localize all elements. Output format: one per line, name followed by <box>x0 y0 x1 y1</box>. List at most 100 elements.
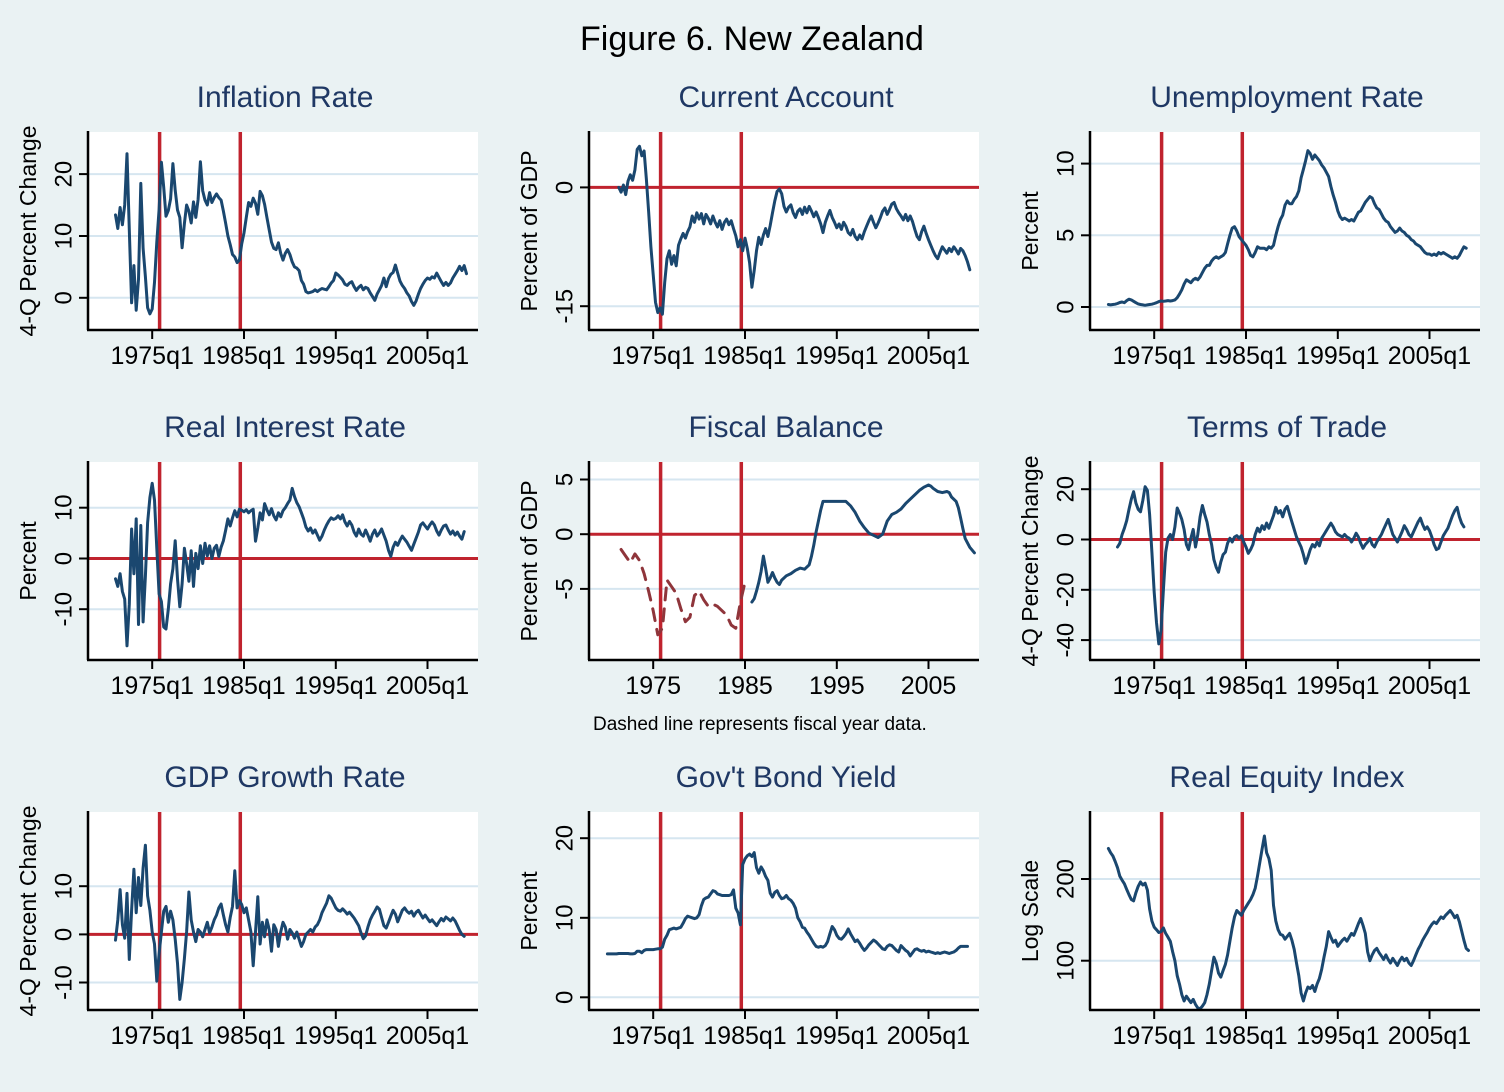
svg-text:0: 0 <box>51 291 78 304</box>
chart-grid: Inflation Rate 0 10 20 1975q1 1985q1 1995q1 20… <box>0 80 1504 1066</box>
svg-text:1995q1: 1995q1 <box>294 342 377 370</box>
svg-text:-15: -15 <box>552 289 579 324</box>
svg-text:1985q1: 1985q1 <box>202 672 285 700</box>
real-interest-rate-plot: -10 0 10 1975q1 1985q1 1995q1 2005q1 Percent <box>15 461 478 700</box>
chart-title: Current Account <box>678 81 894 114</box>
govt-bond-yield-plot: 0 10 20 1975q1 1985q1 1995q1 2005q1 Percent <box>516 811 979 1050</box>
svg-text:2005q1: 2005q1 <box>1388 1022 1471 1050</box>
svg-text:0: 0 <box>552 991 579 1004</box>
terms-of-trade-plot: -40 -20 0 20 1975q1 1985q1 1995q1 2005q1 4-Q Per… <box>1017 456 1480 700</box>
fiscal-balance-note: Dashed line represents fiscal year data. <box>593 714 927 735</box>
svg-text:4-Q Percent Change: 4-Q Percent Change <box>15 806 41 1017</box>
svg-text:100: 100 <box>1053 941 1080 981</box>
svg-text:2005q1: 2005q1 <box>887 1022 970 1050</box>
svg-text:-40: -40 <box>1053 623 1080 658</box>
svg-text:1975q1: 1975q1 <box>110 342 193 370</box>
chart-cell-fiscal-balance: Fiscal Balance -5 0 5 1975 1985 1995 2005 Perce… <box>501 410 1002 736</box>
svg-text:1975q1: 1975q1 <box>1112 342 1195 370</box>
svg-text:2005q1: 2005q1 <box>386 342 469 370</box>
unemployment-rate-plot: 0 5 10 1975q1 1985q1 1995q1 2005q1 Percent <box>1017 131 1480 370</box>
svg-text:1995q1: 1995q1 <box>294 672 377 700</box>
svg-text:0: 0 <box>51 552 78 565</box>
chart-title: Gov't Bond Yield <box>675 761 897 794</box>
svg-text:2005: 2005 <box>901 672 957 700</box>
svg-text:200: 200 <box>1053 859 1080 899</box>
fiscal-balance-plot: -5 0 5 1975 1985 1995 2005 Percent of GDP <box>516 461 979 700</box>
chart-cell-current-account: Current Account -15 0 1975q1 1985q1 1995q1 20… <box>501 80 1002 386</box>
svg-text:1975q1: 1975q1 <box>611 1022 694 1050</box>
svg-text:-10: -10 <box>51 965 78 1000</box>
svg-text:Percent: Percent <box>516 871 542 951</box>
svg-text:1995: 1995 <box>809 672 865 700</box>
svg-text:1975q1: 1975q1 <box>1112 672 1195 700</box>
svg-text:1985: 1985 <box>717 672 773 700</box>
svg-text:-10: -10 <box>51 592 78 627</box>
svg-text:4-Q Percent Change: 4-Q Percent Change <box>1017 456 1043 667</box>
svg-text:1995q1: 1995q1 <box>795 342 878 370</box>
inflation-rate-plot: 0 10 20 1975q1 1985q1 1995q1 2005q1 4-Q Percent… <box>15 126 478 370</box>
svg-text:20: 20 <box>552 825 579 852</box>
chart-title: GDP Growth Rate <box>164 761 406 794</box>
chart-cell-terms-of-trade: Terms of Trade -40 -20 0 20 1975q1 1985q1 1995… <box>1002 410 1503 736</box>
svg-text:1995q1: 1995q1 <box>1296 342 1379 370</box>
chart-cell-gdp-growth-rate: GDP Growth Rate -10 0 10 1975q1 1985q1 1995q1… <box>0 760 501 1066</box>
svg-text:1995q1: 1995q1 <box>1296 1022 1379 1050</box>
svg-text:1975q1: 1975q1 <box>110 1022 193 1050</box>
svg-text:1995q1: 1995q1 <box>1296 672 1379 700</box>
chart-title: Terms of Trade <box>1186 411 1388 444</box>
svg-text:2005q1: 2005q1 <box>1388 672 1471 700</box>
svg-text:Percent: Percent <box>15 521 41 601</box>
svg-text:-5: -5 <box>552 578 579 599</box>
svg-text:1985q1: 1985q1 <box>1204 1022 1287 1050</box>
chart-cell-real-equity-index: Real Equity Index 100 200 1975q1 1985q1 1995… <box>1002 760 1503 1066</box>
svg-text:1995q1: 1995q1 <box>795 1022 878 1050</box>
svg-text:Log Scale: Log Scale <box>1017 860 1043 962</box>
chart-title: Real Equity Index <box>1169 761 1405 794</box>
svg-text:10: 10 <box>1053 150 1080 177</box>
svg-text:10: 10 <box>51 873 78 900</box>
svg-text:4-Q Percent Change: 4-Q Percent Change <box>15 126 41 337</box>
svg-text:1975q1: 1975q1 <box>1112 1022 1195 1050</box>
real-equity-index-plot: 100 200 1975q1 1985q1 1995q1 2005q1 Log Scale <box>1017 811 1480 1050</box>
svg-text:Percent of GDP: Percent of GDP <box>516 150 542 311</box>
svg-text:10: 10 <box>51 223 78 250</box>
svg-text:1975q1: 1975q1 <box>611 342 694 370</box>
svg-text:2005q1: 2005q1 <box>386 1022 469 1050</box>
chart-cell-unemployment-rate: Unemployment Rate 0 5 10 1975q1 1985q1 1995q1… <box>1002 80 1503 386</box>
svg-text:0: 0 <box>552 181 579 194</box>
svg-text:2005q1: 2005q1 <box>1388 342 1471 370</box>
svg-text:2005q1: 2005q1 <box>386 672 469 700</box>
svg-text:10: 10 <box>51 494 78 521</box>
svg-text:1975q1: 1975q1 <box>110 672 193 700</box>
svg-text:10: 10 <box>552 904 579 931</box>
svg-text:1985q1: 1985q1 <box>1204 342 1287 370</box>
svg-text:0: 0 <box>552 528 579 541</box>
svg-text:0: 0 <box>51 928 78 941</box>
svg-text:1985q1: 1985q1 <box>202 342 285 370</box>
chart-title: Real Interest Rate <box>164 411 406 444</box>
svg-text:1985q1: 1985q1 <box>1204 672 1287 700</box>
svg-text:1985q1: 1985q1 <box>202 1022 285 1050</box>
svg-text:Percent: Percent <box>1017 191 1043 271</box>
svg-text:5: 5 <box>552 473 579 486</box>
svg-text:1995q1: 1995q1 <box>294 1022 377 1050</box>
svg-text:1985q1: 1985q1 <box>703 1022 786 1050</box>
svg-text:Percent of GDP: Percent of GDP <box>516 480 542 641</box>
chart-cell-real-interest-rate: Real Interest Rate -10 0 10 1975q1 1985q1 199… <box>0 410 501 736</box>
svg-text:20: 20 <box>51 161 78 188</box>
svg-text:1985q1: 1985q1 <box>703 342 786 370</box>
gdp-growth-rate-plot: -10 0 10 1975q1 1985q1 1995q1 2005q1 4-Q Percen… <box>15 806 478 1050</box>
chart-title: Inflation Rate <box>196 81 374 114</box>
figure-title: Figure 6. New Zealand <box>580 20 924 58</box>
svg-text:1975: 1975 <box>625 672 681 700</box>
current-account-plot: -15 0 1975q1 1985q1 1995q1 2005q1 Percent of G… <box>516 131 979 370</box>
svg-text:2005q1: 2005q1 <box>887 342 970 370</box>
svg-text:0: 0 <box>1053 533 1080 546</box>
svg-text:20: 20 <box>1053 476 1080 503</box>
svg-text:5: 5 <box>1053 229 1080 242</box>
chart-cell-inflation-rate: Inflation Rate 0 10 20 1975q1 1985q1 1995q1 20… <box>0 80 501 386</box>
svg-text:-20: -20 <box>1053 572 1080 607</box>
svg-text:0: 0 <box>1053 300 1080 313</box>
chart-cell-govt-bond-yield: Gov't Bond Yield 0 10 20 1975q1 1985q1 1995q1… <box>501 760 1002 1066</box>
